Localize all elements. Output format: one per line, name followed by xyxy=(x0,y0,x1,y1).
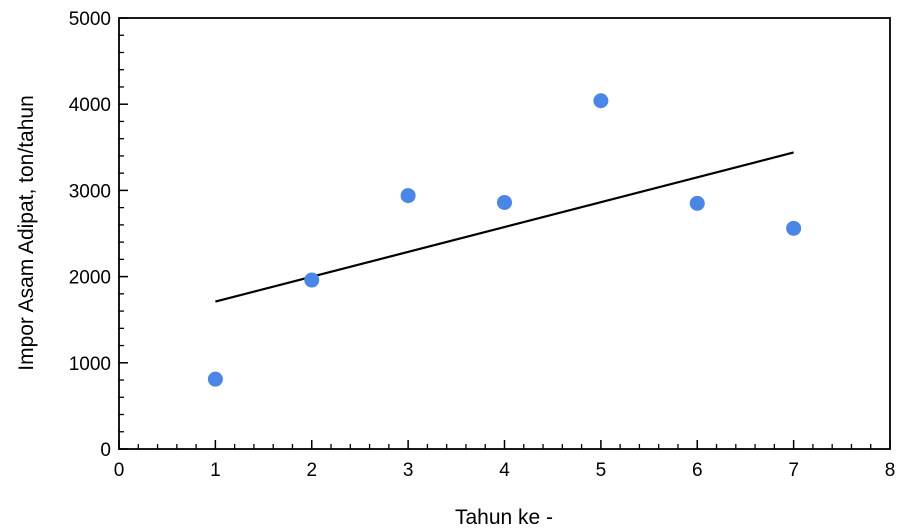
x-tick-label: 7 xyxy=(788,460,799,481)
data-point xyxy=(304,272,320,288)
x-tick-label: 1 xyxy=(210,460,221,481)
data-point xyxy=(689,195,705,211)
x-tick-label: 8 xyxy=(885,460,896,481)
data-point xyxy=(207,371,223,387)
trendline-layer xyxy=(215,151,794,303)
y-tick-label: 3000 xyxy=(69,181,111,202)
y-tick-label: 1000 xyxy=(69,354,111,375)
x-tick-label: 6 xyxy=(692,460,703,481)
data-point xyxy=(497,194,512,210)
minor-ticks xyxy=(119,34,872,449)
data-point xyxy=(593,93,609,109)
x-tick-label: 2 xyxy=(306,460,317,481)
y-axis-title: Impor Asam Adipat, ton/tahun xyxy=(15,95,38,371)
y-axis-ticks: 0 1000 2000 3000 4000 5000 xyxy=(69,9,128,461)
data-points xyxy=(207,93,802,387)
plot-frame xyxy=(118,17,891,450)
data-point xyxy=(400,188,416,204)
x-tick-label: 4 xyxy=(499,460,510,481)
x-tick-label: 0 xyxy=(114,460,125,481)
y-tick-label: 2000 xyxy=(69,268,111,289)
y-tick-label: 5000 xyxy=(69,9,111,30)
x-tick-label: 5 xyxy=(596,460,607,481)
data-point xyxy=(786,220,802,236)
x-tick-label: 3 xyxy=(403,460,414,481)
y-tick-label: 0 xyxy=(100,440,111,461)
x-axis-title: Tahun ke - xyxy=(455,506,553,529)
y-tick-label: 4000 xyxy=(69,95,111,116)
x-axis-ticks: 0 1 2 3 4 5 6 7 8 xyxy=(114,440,896,481)
trendline xyxy=(215,151,794,303)
